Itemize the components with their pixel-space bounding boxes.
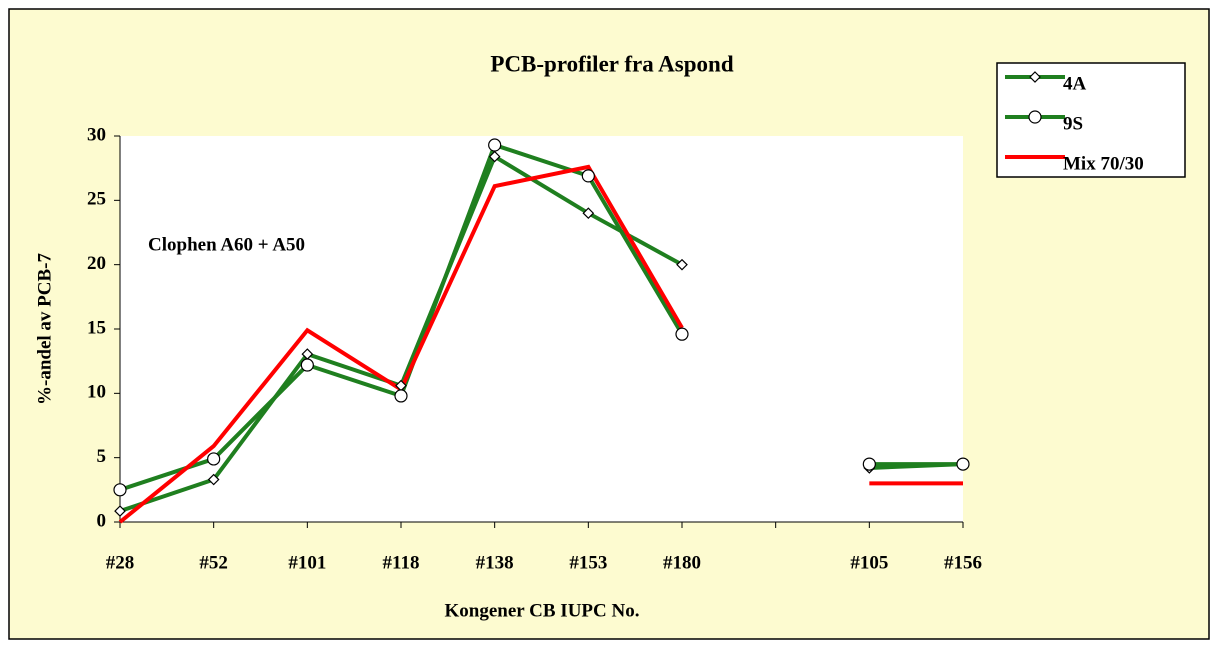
x-axis-label: Kongener CB IUPC No. xyxy=(445,600,640,621)
y-tick-label: 30 xyxy=(87,124,106,145)
x-tick-label: #156 xyxy=(944,552,982,573)
diamond-marker xyxy=(676,258,688,271)
annotation: Clophen A60 + A50 xyxy=(148,234,305,255)
circle-marker xyxy=(113,483,127,497)
diamond-marker xyxy=(582,207,595,220)
x-tick-label: #28 xyxy=(106,552,135,573)
circle-marker xyxy=(581,169,595,183)
circle-marker xyxy=(1028,110,1042,124)
y-tick-label: 10 xyxy=(87,382,106,403)
x-tick-label: #52 xyxy=(199,552,228,573)
y-axis-label: %-andel av PCB-7 xyxy=(34,253,55,406)
circle-marker xyxy=(675,327,689,341)
circle-marker xyxy=(300,358,314,372)
circle-marker xyxy=(207,452,221,466)
y-tick-label: 20 xyxy=(87,253,106,274)
chart-title: PCB-profiler fra Aspond xyxy=(490,51,733,76)
plot-area xyxy=(120,136,963,522)
y-tick-label: 5 xyxy=(97,446,107,467)
circle-marker xyxy=(394,389,408,403)
x-tick-label: #105 xyxy=(850,552,888,573)
legend-label: 4A xyxy=(1063,73,1087,94)
diamond-marker xyxy=(488,150,501,163)
y-tick-label: 15 xyxy=(87,317,106,338)
diamond-marker xyxy=(114,505,126,517)
circle-marker xyxy=(862,457,876,471)
y-tick-label: 25 xyxy=(87,189,106,210)
x-tick-label: #118 xyxy=(383,552,420,573)
circle-marker xyxy=(956,457,970,471)
x-tick-label: #180 xyxy=(663,552,701,573)
y-tick-label: 0 xyxy=(97,510,107,531)
x-tick-label: #153 xyxy=(569,552,607,573)
x-tick-label: #138 xyxy=(476,552,514,573)
legend-label: 9S xyxy=(1063,113,1083,134)
legend-label: Mix 70/30 xyxy=(1063,153,1144,174)
diamond-marker xyxy=(207,473,220,486)
diamond-marker xyxy=(1029,71,1041,83)
x-tick-label: #101 xyxy=(288,552,326,573)
circle-marker xyxy=(488,138,502,152)
